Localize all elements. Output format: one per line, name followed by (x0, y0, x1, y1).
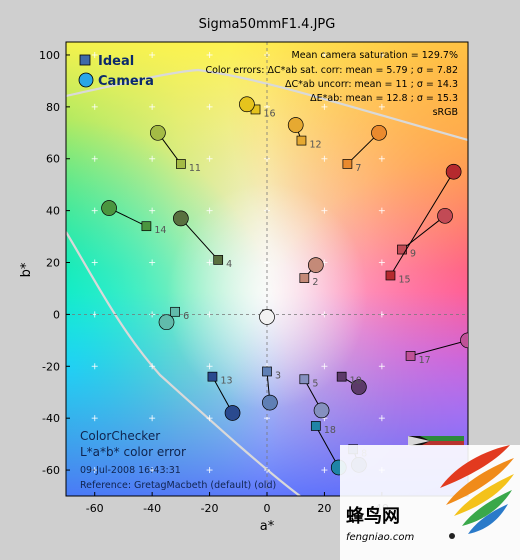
y-tick-label: 80 (46, 101, 60, 114)
y-tick-label: 0 (53, 308, 60, 321)
watermark: 蜂鸟网 fengniao.com (340, 445, 520, 560)
y-axis-label: b* (19, 262, 34, 277)
patch-label: 15 (398, 274, 410, 285)
camera-point (173, 210, 189, 227)
ideal-point (296, 135, 307, 146)
y-tick-label: -40 (42, 412, 60, 425)
error-sat-corr-text: Color errors: ΔC*ab sat. corr: mean = 5.… (205, 65, 458, 76)
gamut-boundary-bottom (66, 231, 301, 496)
chart-title: Sigma50mmF1.4.JPG (199, 17, 336, 32)
ideal-point (207, 371, 218, 382)
ideal-point (299, 273, 310, 283)
x-axis-label: a* (260, 519, 275, 534)
error-uncorr-text: ΔC*ab uncorr: mean = 11 ; σ = 14.3 (285, 79, 458, 90)
y-tick-label: 20 (46, 257, 60, 270)
x-tick-label: -60 (86, 502, 104, 515)
ideal-point (385, 270, 396, 281)
statistics-block: Mean camera saturation = 129.7% Color er… (205, 50, 458, 118)
y-tick-label: 40 (46, 205, 60, 218)
camera-point (287, 117, 304, 133)
thumbnail-image (408, 436, 464, 446)
patch-label: 5 (312, 378, 318, 389)
patch-label: 3 (275, 370, 281, 381)
camera-point (262, 394, 278, 411)
camera-point (351, 379, 367, 395)
ideal-point (310, 421, 321, 431)
footer-subtitle: L*a*b* color error (80, 445, 186, 459)
ideal-point (397, 244, 407, 255)
camera-point (445, 163, 462, 180)
ideal-point (299, 374, 310, 385)
camera-point (313, 402, 330, 419)
patch-label: 16 (264, 108, 276, 119)
error-line (315, 425, 340, 468)
patch-label: 10 (350, 376, 362, 387)
error-line (390, 171, 455, 276)
patch-label: 14 (154, 225, 166, 236)
delta-e-text: ΔE*ab: mean = 12.8 ; σ = 15.3 (310, 93, 458, 104)
error-line (180, 218, 219, 261)
patch-label: 7 (355, 163, 361, 174)
camera-point (158, 314, 175, 331)
y-tick-label: -60 (42, 464, 60, 477)
footer-date: 09-Jul-2008 16:43:31 (80, 465, 181, 476)
ideal-point (342, 159, 353, 169)
color-space-text: sRGB (433, 107, 458, 118)
watermark-text: 蜂鸟网 (346, 505, 400, 527)
patch-label: 13 (220, 376, 232, 387)
legend-camera-marker (78, 72, 94, 88)
x-tick-label: 0 (264, 502, 271, 515)
camera-point (460, 332, 468, 349)
saturation-text: Mean camera saturation = 129.7% (292, 50, 458, 61)
chart-footer: ColorChecker L*a*b* color error 09-Jul-2… (80, 429, 276, 491)
ideal-point (170, 306, 180, 317)
ideal-point (405, 351, 416, 361)
camera-point (101, 200, 117, 216)
camera-point (437, 207, 453, 224)
camera-point (150, 124, 166, 141)
error-line (410, 339, 468, 357)
ideal-point (176, 159, 186, 169)
legend: Ideal Camera (78, 54, 154, 89)
camera-point (259, 309, 275, 325)
ideal-point (262, 366, 272, 377)
ideal-point (336, 371, 347, 382)
legend-ideal-marker (79, 54, 91, 66)
camera-point (371, 124, 387, 141)
patch-label: 12 (309, 140, 321, 151)
camera-point (239, 96, 255, 113)
y-tick-label: 100 (39, 49, 60, 62)
x-tick-label: -40 (143, 502, 161, 515)
plot-frame (65, 41, 469, 497)
y-tick-label: -20 (42, 360, 60, 373)
ideal-point (213, 255, 224, 265)
bird-logo (440, 445, 514, 539)
y-tick-label: 60 (46, 153, 60, 166)
patch-label: 4 (226, 259, 232, 270)
watermark-url: fengniao.com (346, 532, 415, 543)
patch-label: 17 (419, 355, 431, 366)
ideal-point (141, 221, 152, 232)
footer-reference: Reference: GretagMacbeth (default) (old) (80, 480, 276, 491)
camera-point (224, 405, 241, 421)
data-marks: 23456791011121314151617188 (101, 96, 468, 476)
x-tick-label: 20 (317, 502, 331, 515)
footer-title: ColorChecker (80, 429, 160, 443)
patch-label: 11 (189, 163, 201, 174)
gamut-boundary-top (66, 68, 468, 142)
legend-ideal-label: Ideal (98, 54, 134, 69)
legend-camera-label: Camera (98, 74, 154, 89)
x-tick-label: -20 (201, 502, 219, 515)
patch-label: 9 (410, 249, 416, 260)
patch-label: 2 (312, 277, 318, 288)
camera-point (307, 257, 324, 273)
patch-label: 6 (183, 311, 189, 322)
patch-label: 18 (324, 425, 336, 436)
